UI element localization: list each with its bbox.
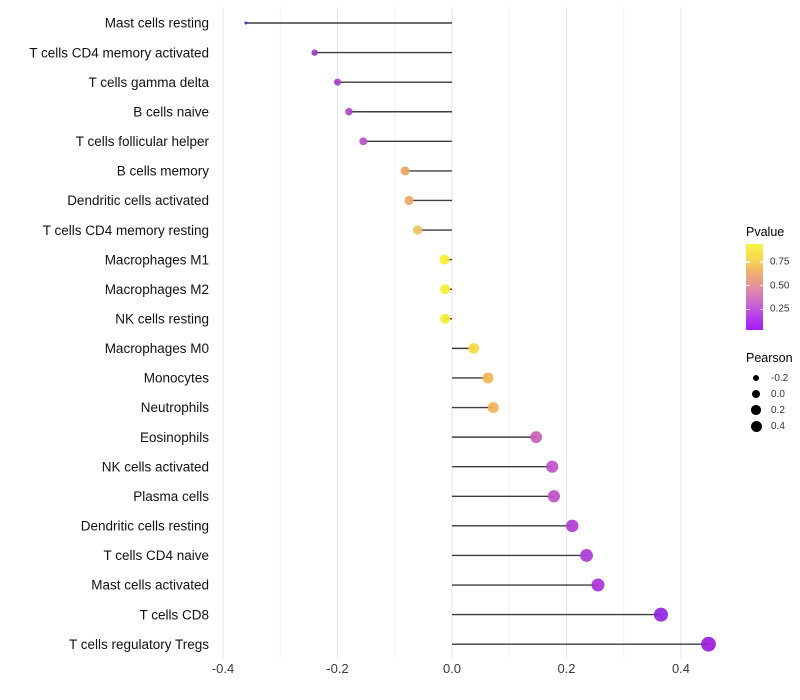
pearson-tick-label: 0.4 [771, 420, 785, 432]
pearson-legend-item: -0.2 [746, 370, 793, 386]
lollipop-dot [311, 49, 318, 56]
pvalue-colorbar-tick [746, 261, 750, 263]
pvalue-colorbar-wrap: 0.75 0.50 0.25 [746, 244, 800, 330]
lollipop-dot [440, 313, 451, 324]
pearson-legend-item: 0.4 [746, 418, 793, 434]
pvalue-colorbar-tick [746, 285, 750, 287]
x-axis-tick-label: 0.0 [443, 661, 461, 676]
pvalue-colorbar-tick [759, 308, 763, 310]
pearson-dot-box [749, 387, 763, 401]
x-axis-tick-label: 0.4 [672, 661, 690, 676]
y-axis-label: Macrophages M2 [105, 282, 209, 297]
lollipop-dot [440, 284, 451, 295]
lollipop-dot [244, 21, 248, 25]
lollipop-dot [546, 460, 559, 473]
pvalue-legend-title: Pvalue [746, 225, 785, 239]
x-axis-tick-label: 0.2 [557, 661, 575, 676]
lollipop-dot [591, 578, 605, 592]
pvalue-legend: Pvalue 0.75 0.50 0.25 [746, 225, 800, 330]
y-axis-label: Plasma cells [133, 489, 209, 504]
y-axis-label: B cells naive [133, 104, 209, 119]
lollipop-dot [468, 343, 480, 354]
x-axis-tick-label: -0.2 [326, 661, 348, 676]
lollipop-dot [565, 519, 579, 533]
y-axis-label: T cells CD4 memory resting [43, 223, 209, 238]
pvalue-tick-label: 0.25 [770, 303, 790, 315]
pearson-legend-title: Pearson [746, 351, 793, 365]
y-axis-label: Dendritic cells resting [81, 519, 209, 534]
pvalue-colorbar [746, 244, 763, 330]
lollipop-dot [359, 137, 368, 146]
lollipop-dot [400, 166, 410, 176]
y-axis-label: Monocytes [144, 371, 210, 386]
x-axis-tick-label: -0.4 [212, 661, 234, 676]
pearson-legend: Pearson -0.2 0.0 0.2 0.4 [746, 351, 793, 434]
lollipop-dot [404, 195, 414, 206]
lollipop-dot [580, 549, 593, 562]
pearson-size-dot [750, 420, 762, 432]
pvalue-tick-label: 0.75 [770, 256, 790, 268]
pvalue-colorbar-tick [746, 308, 750, 310]
y-axis-label: Macrophages M0 [105, 341, 209, 356]
y-axis-label: NK cells activated [102, 459, 209, 474]
y-axis-label: Dendritic cells activated [67, 193, 209, 208]
pvalue-tick-label: 0.50 [770, 280, 790, 292]
pearson-size-dot [752, 390, 760, 398]
y-axis-label: Neutrophils [141, 400, 210, 415]
y-axis-label: T cells follicular helper [76, 134, 210, 149]
pearson-dot-box [749, 371, 763, 385]
y-axis-label: T cells gamma delta [88, 75, 209, 90]
y-axis-label: Mast cells activated [91, 578, 209, 593]
lollipop-dot [412, 225, 423, 235]
pearson-legend-item: 0.2 [746, 402, 793, 418]
lollipop-dot [487, 402, 499, 414]
pearson-tick-label: 0.0 [771, 388, 785, 400]
lollipop-dot [653, 607, 668, 622]
lollipop-dot [439, 254, 450, 265]
y-axis-label: T cells CD4 naive [103, 548, 209, 563]
y-axis-label: T cells CD4 memory activated [29, 45, 209, 60]
lollipop-dot [530, 431, 543, 444]
lollipop-dot [345, 108, 353, 116]
pearson-tick-label: 0.2 [771, 404, 785, 416]
pearson-dot-box [749, 419, 763, 433]
y-axis-label: T cells CD8 [139, 607, 209, 622]
y-axis-label: Mast cells resting [105, 16, 209, 31]
lollipop-dot [547, 490, 561, 503]
pearson-size-dot [752, 374, 760, 382]
y-axis-label: Eosinophils [140, 430, 209, 445]
lollipop-dot [482, 372, 494, 384]
pearson-legend-rows: -0.2 0.0 0.2 0.4 [746, 370, 793, 434]
y-axis-label: NK cells resting [115, 312, 209, 327]
pvalue-colorbar-tick [759, 261, 763, 263]
pearson-legend-item: 0.0 [746, 386, 793, 402]
pearson-dot-box [749, 403, 763, 417]
y-axis-label: B cells memory [117, 164, 210, 179]
y-axis-label: Macrophages M1 [105, 252, 209, 267]
pearson-tick-label: -0.2 [771, 372, 789, 384]
lollipop-dot [333, 78, 342, 86]
y-axis-label: T cells regulatory Tregs [69, 637, 209, 652]
lollipop-dot [701, 636, 716, 652]
pvalue-colorbar-tick [759, 285, 763, 287]
pearson-size-dot [751, 405, 761, 415]
